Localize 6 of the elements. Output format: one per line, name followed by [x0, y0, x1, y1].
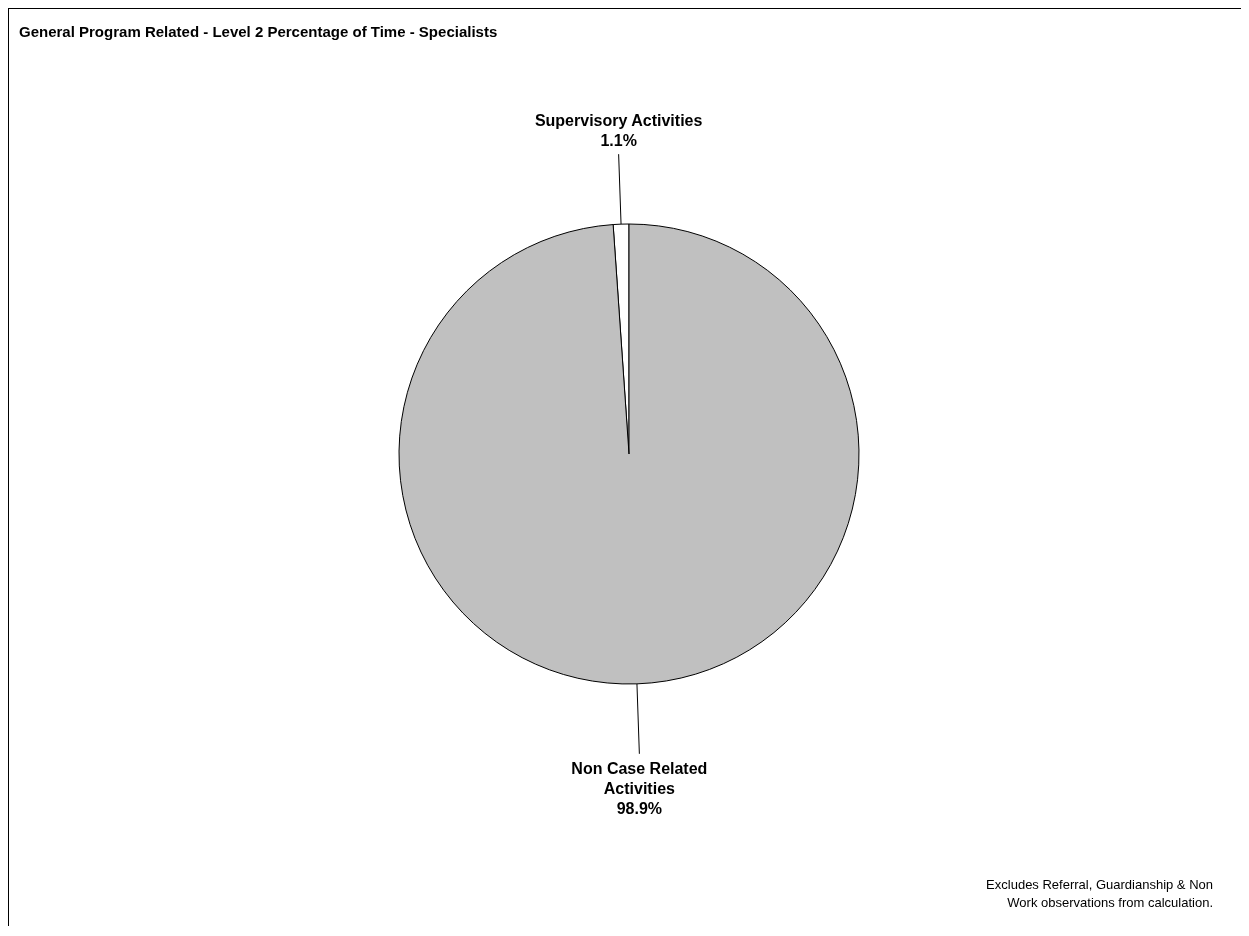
data-label: 1.1% [600, 132, 637, 150]
slice-label: Non Case Related Activities [571, 759, 708, 797]
text: Excludes Referral, Guardianship & Non Work observations from calculation. [985, 876, 1213, 912]
text: General Program Related - Level 2 Percentage of Time - Specialists [19, 23, 498, 40]
slice-label: Supervisory Activities [534, 112, 703, 130]
data-label: 98.9% [616, 799, 663, 817]
